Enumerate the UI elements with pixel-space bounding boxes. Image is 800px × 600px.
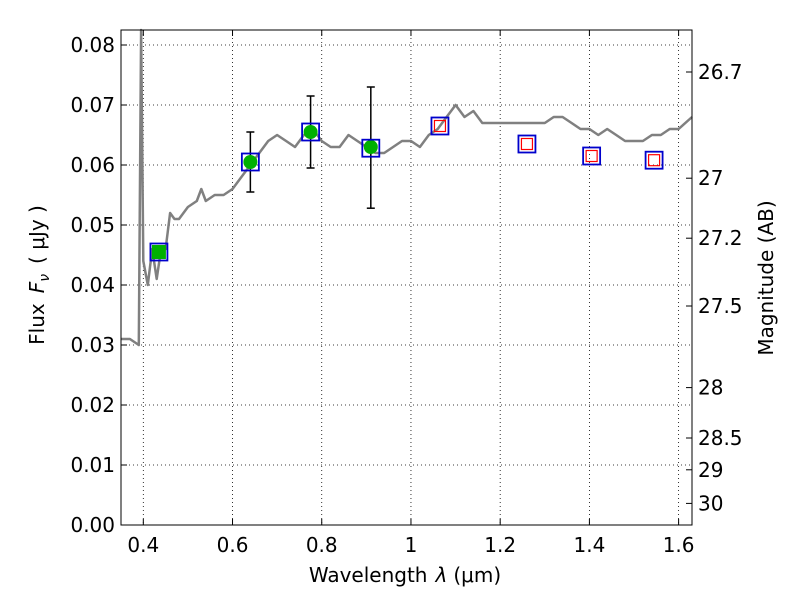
right-tick-label: 29: [698, 458, 723, 482]
y-tick-label: 0.01: [70, 453, 115, 477]
model-spectrum: [121, 28, 693, 347]
y-tick-label: 0.02: [70, 393, 115, 417]
y-axis-label: FluxFν( μJy ): [25, 205, 53, 345]
right-tick-label: 30: [698, 491, 723, 515]
right-tick-label: 28.5: [698, 426, 743, 450]
model-band-marker: [644, 150, 664, 170]
data-markers: [149, 116, 664, 262]
spectrum-line: [121, 28, 693, 347]
x-tick-label: 1.2: [484, 533, 516, 557]
model-band-marker: [149, 242, 169, 262]
data-point-circle: [303, 125, 318, 139]
x-tick-label: 0.4: [127, 533, 159, 557]
y-tick-labels: 0.00 0.01 0.02 0.03 0.04 0.05 0.06 0.07 0.08: [70, 33, 115, 537]
right-axis-label: Magnitude (AB): [754, 200, 778, 355]
x-tick-label: 0.6: [217, 533, 249, 557]
model-band-marker: [582, 146, 602, 166]
x-tick-label: 0.8: [306, 533, 338, 557]
plot-frame: [120, 29, 693, 526]
y-tick-label: 0.03: [70, 333, 115, 357]
data-point-square: [151, 245, 166, 259]
model-band-marker: [361, 138, 381, 158]
x-axis-label: Wavelength λ (μm): [309, 563, 501, 587]
model-band-marker: [517, 134, 537, 154]
x-tick-labels: 0.4 0.6 0.8 1 1.2 1.4 1.6: [127, 533, 694, 557]
right-tick-labels: 26.7 27 27.2 27.5 28 28.5 29 30: [698, 60, 743, 515]
y-tick-label: 0.07: [70, 93, 115, 117]
model-band-marker: [430, 116, 450, 136]
y-tick-label: 0.08: [70, 33, 115, 57]
y-tick-label: 0.00: [70, 513, 115, 537]
y-tick-label: 0.05: [70, 213, 115, 237]
model-band-marker: [240, 152, 260, 172]
right-tick-label: 27.5: [698, 294, 743, 318]
grid: [121, 30, 692, 526]
upper-limit-marker: [433, 119, 447, 133]
y-tick-label: 0.06: [70, 153, 115, 177]
upper-limit-marker: [647, 154, 661, 167]
data-point-circle: [363, 140, 378, 154]
right-tick-label: 28: [698, 376, 723, 400]
x-tick-label: 1: [405, 533, 418, 557]
x-tick-label: 1.6: [663, 533, 695, 557]
right-tick-label: 27.2: [698, 226, 743, 250]
right-tick-label: 26.7: [698, 60, 743, 84]
y-tick-label: 0.04: [70, 273, 115, 297]
right-tick-label: 27: [698, 166, 723, 190]
data-point-circle: [243, 155, 258, 169]
upper-limit-marker: [520, 137, 534, 151]
axis-ticks: [121, 30, 692, 526]
x-tick-label: 1.4: [573, 533, 605, 557]
upper-limit-marker: [585, 149, 598, 163]
model-band-marker: [301, 122, 320, 142]
